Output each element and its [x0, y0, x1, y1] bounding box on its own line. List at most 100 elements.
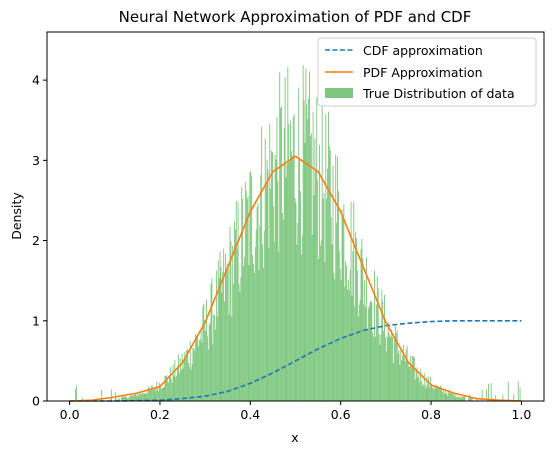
histogram-bar — [115, 398, 117, 401]
histogram-bar — [260, 175, 262, 401]
y-tick-label: 3 — [32, 153, 40, 168]
histogram-bar — [453, 394, 455, 401]
histogram-bar — [398, 350, 400, 401]
histogram-bar — [202, 305, 204, 401]
histogram-bar — [341, 209, 343, 401]
histogram-bar — [347, 279, 349, 401]
histogram-bar — [207, 349, 209, 401]
histogram-bar — [405, 348, 407, 401]
histogram-bar — [278, 251, 280, 401]
histogram-bar — [298, 87, 300, 401]
histogram-bar — [371, 302, 373, 401]
histogram-bar — [363, 304, 365, 401]
histogram-bar — [254, 246, 256, 401]
x-tick-label: 0.6 — [331, 407, 351, 422]
histogram-bar — [258, 270, 260, 401]
histogram-bar — [347, 289, 348, 401]
histogram-bar — [197, 346, 199, 401]
histogram-bar — [403, 357, 405, 401]
histogram-bar — [438, 386, 440, 401]
histogram-bar — [470, 398, 472, 401]
histogram-bar — [414, 379, 416, 401]
histogram-bar — [152, 389, 154, 401]
histogram-bar — [400, 350, 402, 401]
histogram-bar — [419, 382, 421, 401]
histogram-bar — [186, 350, 188, 401]
histogram-bar — [201, 342, 203, 401]
histogram-bar — [463, 396, 465, 401]
histogram-bar — [129, 396, 131, 401]
histogram-bar — [333, 273, 335, 401]
histogram-bar — [436, 387, 438, 401]
histogram-bar — [464, 397, 466, 401]
histogram-bar — [408, 366, 410, 401]
histogram-bar — [372, 332, 374, 401]
histogram-bar — [271, 150, 273, 401]
histogram-bar — [253, 273, 255, 401]
histogram-bar — [236, 248, 238, 401]
x-tick-label: 0.0 — [60, 407, 80, 422]
histogram-bar — [150, 389, 151, 401]
histogram-bar — [382, 301, 384, 401]
histogram-bar — [131, 395, 132, 401]
histogram-bar — [267, 169, 269, 401]
histogram-bar — [291, 155, 293, 401]
histogram-bar — [247, 195, 249, 401]
histogram-bar — [250, 170, 252, 401]
histogram-bar — [440, 387, 442, 401]
histogram-bar — [265, 185, 267, 401]
histogram-bar — [148, 386, 150, 401]
histogram-bar — [403, 344, 404, 401]
histogram-bar — [215, 270, 217, 401]
y-tick-label: 1 — [32, 313, 40, 328]
legend-label-histogram: True Distribution of data — [362, 86, 515, 101]
histogram-bar — [502, 394, 504, 401]
histogram-bar — [327, 168, 329, 401]
histogram-bar — [246, 199, 248, 401]
histogram-bar — [342, 214, 344, 401]
histogram-bar — [269, 123, 271, 402]
histogram-bar — [144, 393, 146, 401]
histogram-bar — [245, 190, 247, 401]
histogram-bar — [300, 254, 302, 401]
histogram-bar — [321, 93, 323, 401]
histogram-bar — [211, 278, 213, 401]
histogram-bar — [449, 393, 451, 401]
histogram-bar — [151, 385, 153, 401]
histogram-bar — [197, 336, 198, 401]
histogram-bar — [435, 384, 437, 401]
histogram-bar — [289, 162, 291, 401]
histogram-bar — [218, 277, 220, 401]
histogram-bar — [439, 387, 441, 401]
histogram-bar — [150, 385, 152, 401]
histogram-bar — [513, 394, 515, 401]
histogram-bar — [159, 382, 160, 401]
histogram-bar — [416, 367, 418, 401]
histogram-bar — [507, 381, 509, 401]
histogram-bar — [272, 206, 274, 401]
histogram-bar — [294, 197, 296, 401]
histogram-bar — [380, 334, 382, 401]
histogram-bar — [387, 322, 389, 401]
chart-legend: CDF approximation PDF Approximation True… — [317, 37, 537, 107]
histogram-bar — [226, 263, 228, 401]
histogram-bar — [442, 388, 444, 401]
histogram-bar — [190, 369, 192, 401]
histogram-bar — [180, 369, 182, 401]
histogram-bar — [461, 396, 463, 401]
histogram-bar — [274, 154, 276, 401]
histogram-bar — [360, 248, 362, 401]
histogram-bar — [307, 119, 309, 401]
histogram-bar — [366, 329, 368, 401]
histogram-bar — [352, 251, 354, 401]
histogram-bar — [253, 263, 254, 401]
histogram-bar — [127, 398, 129, 401]
histogram-bar — [394, 325, 396, 401]
histogram-bar — [167, 380, 169, 401]
histogram-bar — [452, 393, 454, 401]
histogram-bar — [123, 396, 125, 401]
histogram-bar — [192, 347, 194, 401]
histogram-bar — [111, 389, 113, 401]
histogram-bar — [383, 330, 385, 401]
histogram-bar — [297, 222, 299, 401]
